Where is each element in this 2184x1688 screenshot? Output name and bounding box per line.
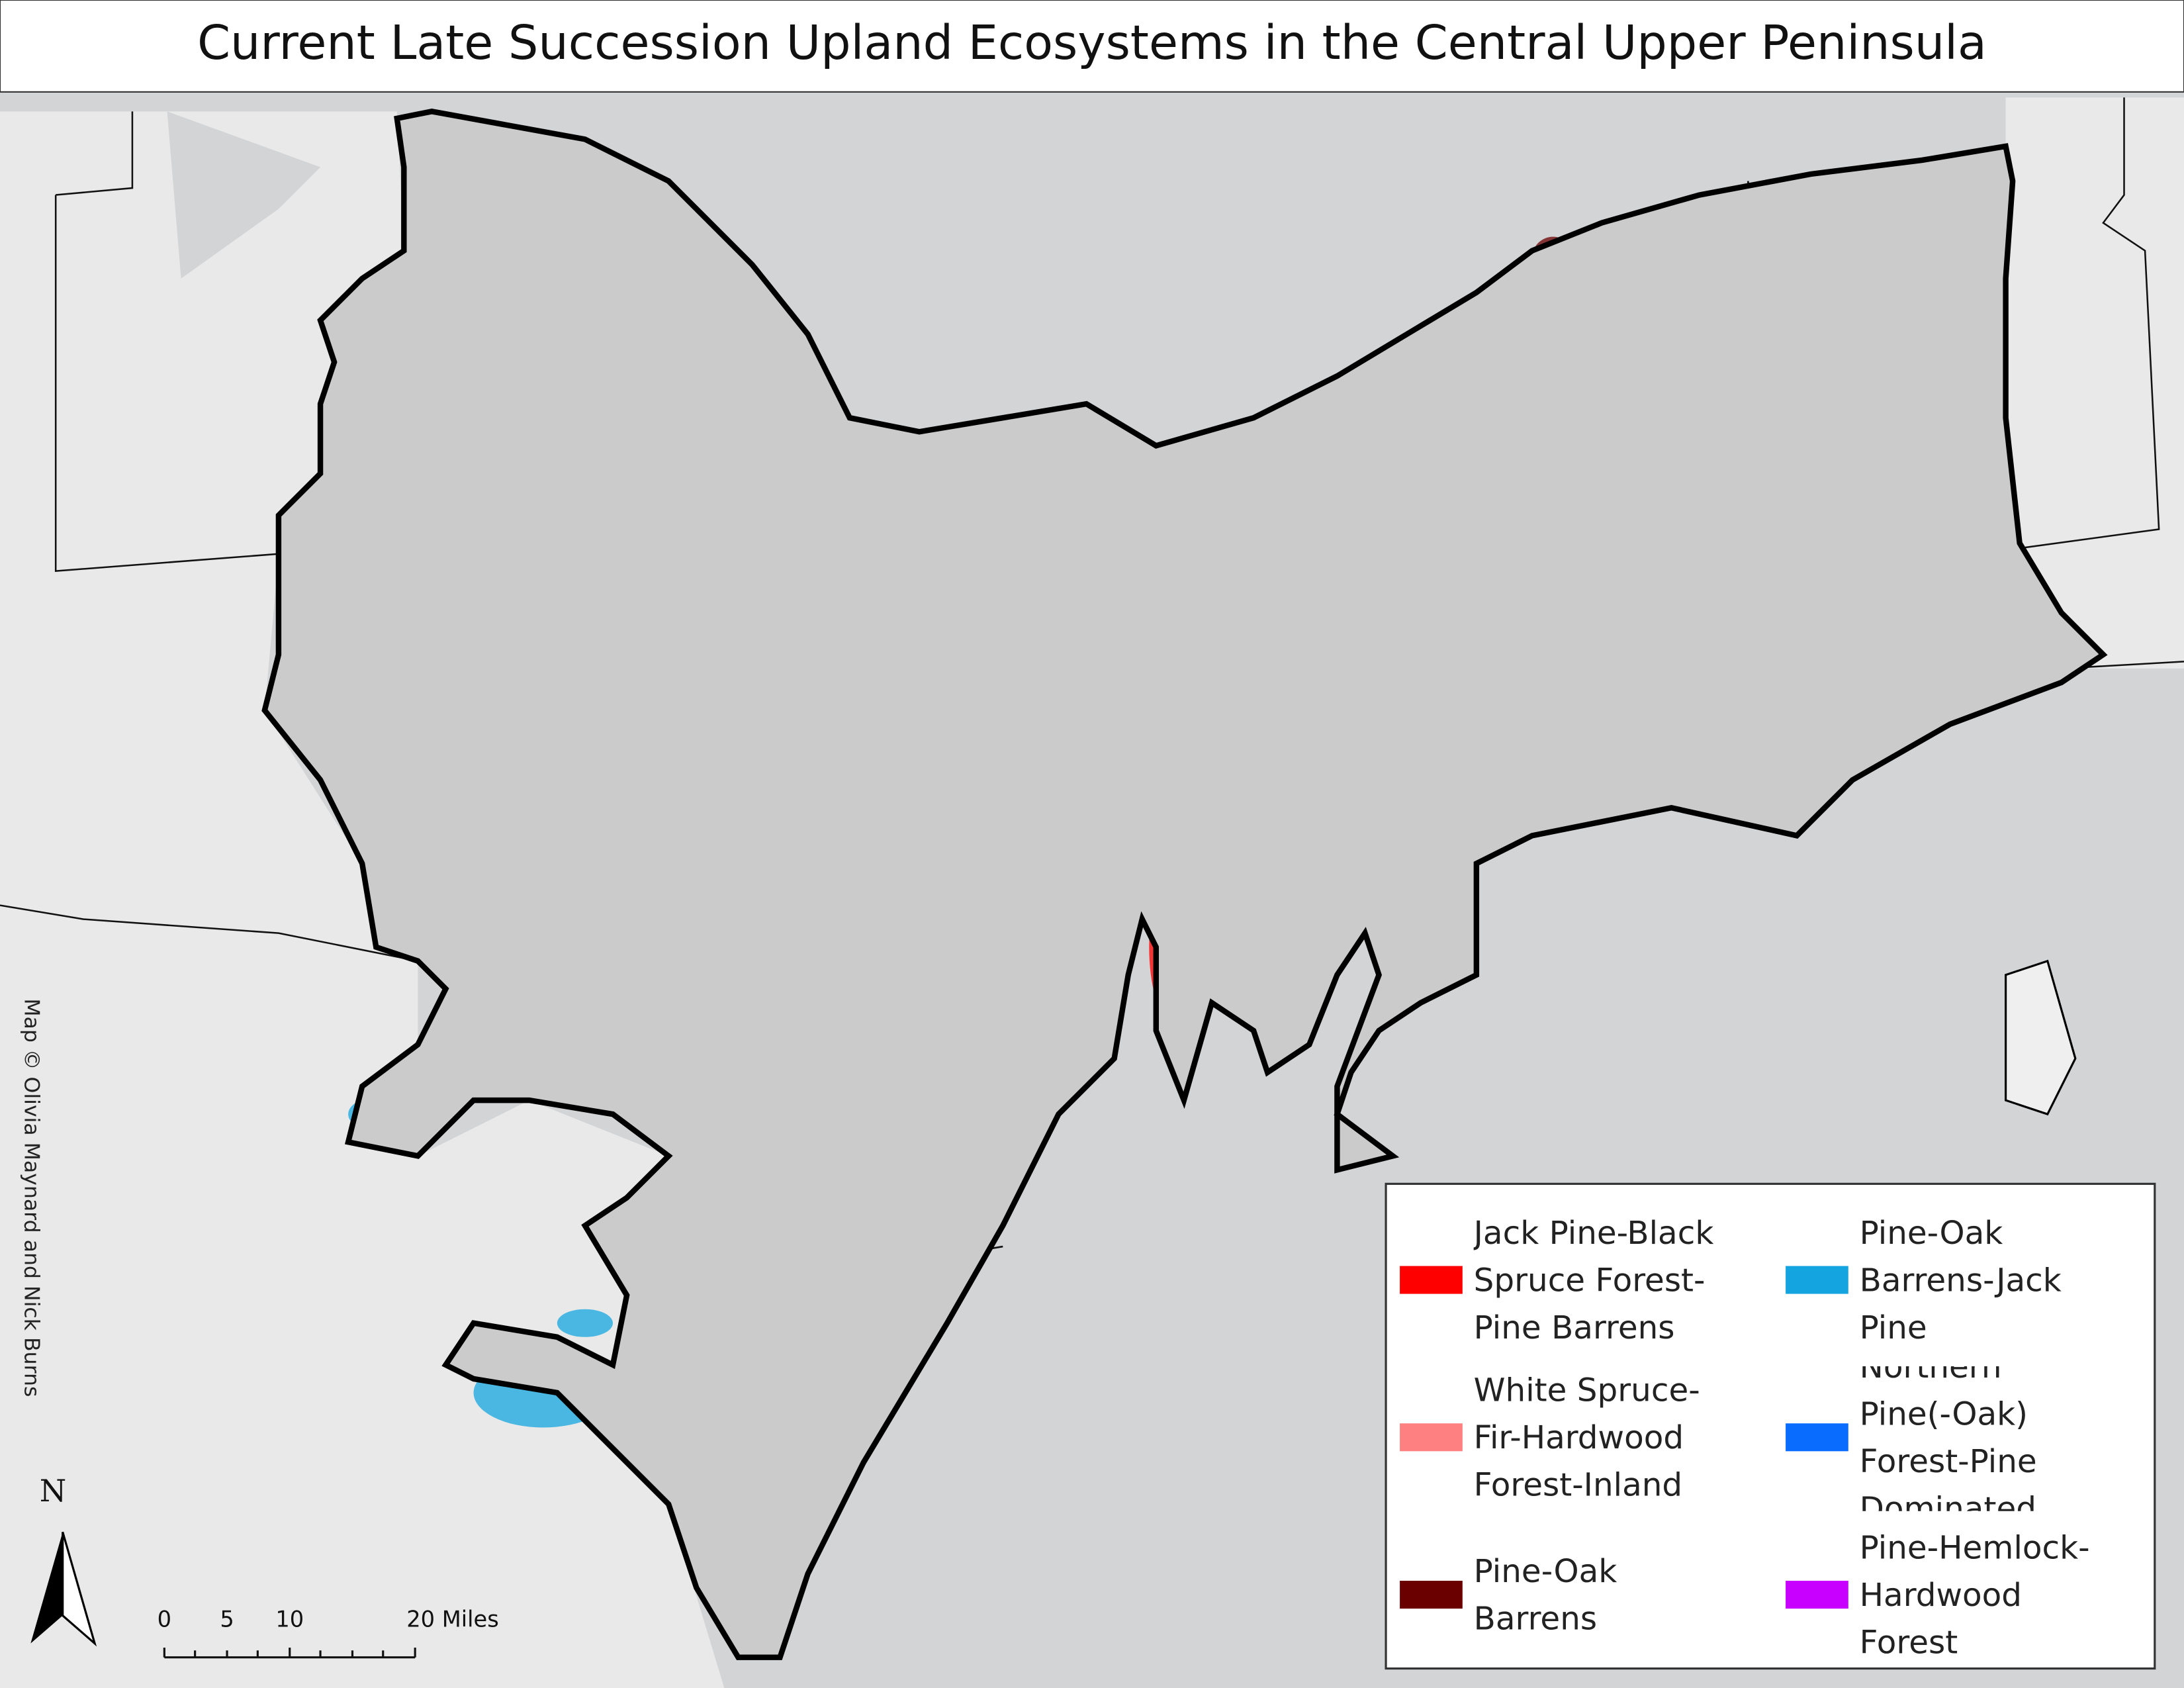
legend-swatch bbox=[1400, 1266, 1463, 1294]
north-label: N bbox=[40, 1473, 67, 1509]
title: Current Late Succession Upland Ecosystem… bbox=[197, 15, 1987, 70]
legend-label-box: Northern Pine(-Oak) Forest-Pine Dominate… bbox=[1859, 1366, 2037, 1511]
legend-label-box: Jack Pine-Black Spruce Forest-Pine Barre… bbox=[1473, 1215, 1714, 1347]
scale-label: 5 bbox=[220, 1606, 234, 1632]
north-arrow-right bbox=[62, 1531, 97, 1647]
legend-label: Pine-Hemlock-Hardwood Forest bbox=[1859, 1530, 2090, 1662]
legend-swatch bbox=[1786, 1266, 1848, 1294]
habitat-patch bbox=[557, 1309, 614, 1337]
legend-swatch bbox=[1400, 1423, 1463, 1452]
legend-swatch bbox=[1786, 1423, 1848, 1452]
island bbox=[2005, 959, 2077, 1116]
legend-label: Pine-Oak Barrens bbox=[1473, 1554, 1617, 1638]
scale-bar bbox=[163, 1647, 416, 1659]
title-bar bbox=[0, 0, 2184, 93]
north-arrow-left bbox=[30, 1532, 63, 1644]
legend-box bbox=[1385, 1182, 2156, 1670]
legend-label-box: White Spruce-Fir-Hardwood Forest-Inland bbox=[1473, 1373, 1700, 1505]
bay bbox=[167, 111, 321, 279]
scale-label: 10 bbox=[275, 1606, 304, 1632]
boundaries bbox=[0, 97, 2184, 962]
credit: Map © Olivia Maynard and Nick Burns bbox=[19, 998, 43, 1397]
scale-label: 0 bbox=[158, 1606, 171, 1632]
legend-swatch bbox=[1786, 1580, 1848, 1609]
legend-label: Northern Pine(-Oak) Forest-Pine Dominate… bbox=[1859, 1366, 2037, 1511]
legend-label: Jack Pine-Black Spruce Forest-Pine Barre… bbox=[1473, 1215, 1714, 1347]
legend-label-box: Pine-Hemlock-Hardwood Forest bbox=[1859, 1530, 2090, 1662]
legend-label-box: Pine-Oak Barrens bbox=[1473, 1554, 1617, 1638]
legend-swatch bbox=[1400, 1580, 1463, 1609]
land-west bbox=[0, 111, 725, 1688]
legend: Jack Pine-Black Spruce Forest-Pine Barre… bbox=[1400, 1215, 2090, 1662]
land-east bbox=[2005, 97, 2184, 669]
scale-label: 20 Miles bbox=[406, 1606, 499, 1632]
legend-label: Pine-Oak Barrens-Jack Pine bbox=[1859, 1215, 2062, 1347]
scale-labels: 0 5 10 20 Miles bbox=[158, 1606, 499, 1632]
legend-label: White Spruce-Fir-Hardwood Forest-Inland bbox=[1473, 1373, 1700, 1505]
legend-label-box: Pine-Oak Barrens-Jack Pine bbox=[1859, 1215, 2062, 1347]
